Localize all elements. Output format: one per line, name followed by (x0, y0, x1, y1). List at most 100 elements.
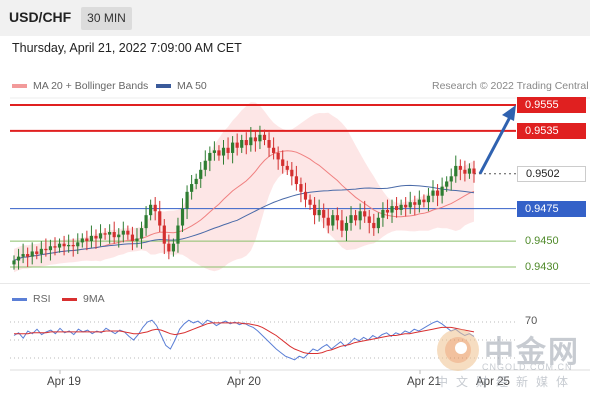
candle-body (149, 204, 153, 216)
candle-body (167, 243, 171, 252)
candle-body (317, 209, 321, 216)
forecast-arrow (478, 116, 512, 175)
candle-body (417, 199, 421, 205)
candle-body (12, 260, 16, 265)
candle-body (249, 137, 253, 146)
candle-body (126, 230, 130, 235)
candle-body (153, 204, 157, 212)
legend-ma20-label: MA 20 + Bollinger Bands (33, 80, 149, 92)
candle-body (144, 215, 148, 229)
price-level-tag: 0.9450 (525, 235, 559, 248)
ma50-swatch (156, 84, 171, 89)
candle-body (135, 238, 139, 242)
candle-body (353, 215, 358, 221)
price-level-tag: 0.9535 (517, 122, 586, 139)
candle-body (217, 150, 221, 156)
candle-body (26, 254, 30, 257)
candle-body (16, 256, 21, 261)
candle-body (335, 215, 339, 221)
candle-body (130, 234, 135, 242)
candle-body (67, 244, 71, 247)
candle-body (39, 248, 43, 255)
watermark-emblem-icon (437, 329, 479, 371)
candle-body (472, 168, 476, 174)
candle-body (372, 222, 376, 229)
price-level-tag: 0.9430 (525, 261, 559, 273)
candle-body (367, 216, 371, 223)
candle-body (276, 152, 280, 160)
symbol-title: USD/CHF (9, 9, 72, 25)
timeframe-button[interactable]: 30 MIN (81, 7, 132, 30)
candle-body (253, 137, 257, 142)
ma20-swatch (12, 84, 27, 89)
candle-body (221, 147, 226, 156)
candle-body (117, 234, 121, 238)
rsi-swatch (12, 297, 27, 301)
candle-body (290, 169, 294, 177)
candle-body (340, 220, 344, 231)
candle-body (422, 199, 426, 203)
watermark-url: CNGOLD.COM.CN (482, 362, 573, 372)
watermark-name: 中金网 (484, 335, 580, 370)
rsi-ma-line (14, 322, 475, 354)
candle-body (98, 233, 103, 239)
candle-body (203, 160, 207, 170)
candle-body (53, 246, 57, 248)
candle-body (94, 235, 98, 239)
candle-body (267, 139, 271, 148)
candle-body (162, 225, 166, 244)
candle-body (48, 246, 53, 251)
candle-body (121, 230, 125, 235)
candle-body (212, 150, 216, 153)
candle-body (312, 204, 317, 216)
candle-body (190, 184, 194, 192)
candle-body (404, 204, 408, 208)
x-tick-label: Apr 21 (407, 376, 441, 388)
candle-body (435, 190, 440, 196)
candle-body (272, 147, 276, 153)
candle-body (299, 184, 303, 192)
candle-body (194, 178, 198, 185)
watermark-logo: 中金网 CNGOLD.COM.CN 中文财经新媒体 (432, 324, 590, 392)
candle-body (467, 168, 472, 174)
candle-body (394, 206, 399, 210)
candle-body (458, 165, 462, 170)
candle-body (80, 238, 84, 243)
candle-body (331, 215, 335, 226)
candle-body (21, 254, 25, 257)
candle-body (358, 211, 362, 221)
legend-rsi-label: RSI (33, 293, 51, 305)
candle-body (44, 248, 48, 251)
candles-layer (12, 125, 476, 270)
research-credit: Research © 2022 Trading Central (432, 80, 589, 92)
x-tick-label: Apr 20 (227, 376, 261, 388)
bollinger-band-layer (14, 102, 474, 273)
candle-body (285, 165, 289, 170)
candle-body (176, 225, 180, 244)
candle-body (281, 159, 285, 166)
candle-body (426, 195, 431, 203)
candle-body (199, 169, 203, 179)
candle-body (62, 243, 66, 247)
candle-body (344, 222, 349, 231)
candle-body (103, 233, 107, 235)
candle-body (454, 165, 458, 177)
panel-separator (0, 283, 590, 284)
price-level-tag: 0.9502 (517, 165, 586, 182)
candle-body (322, 209, 326, 218)
candle-body (399, 204, 403, 210)
rsi-line (13, 319, 475, 361)
watermark-subtitle: 中文财经新媒体 (436, 375, 577, 389)
candle-body (381, 209, 385, 218)
legend-ma50-label: MA 50 (177, 80, 207, 92)
candle-body (180, 208, 185, 226)
level-lines-layer (10, 104, 516, 268)
rsi-level-70: 70 (525, 315, 538, 327)
x-tick-label: Apr 25 (476, 376, 510, 388)
candle-body (35, 251, 39, 255)
forecast-arrow-layer (478, 105, 516, 175)
candle-body (431, 190, 435, 196)
ma50-line (13, 184, 475, 261)
candle-body (231, 142, 235, 153)
